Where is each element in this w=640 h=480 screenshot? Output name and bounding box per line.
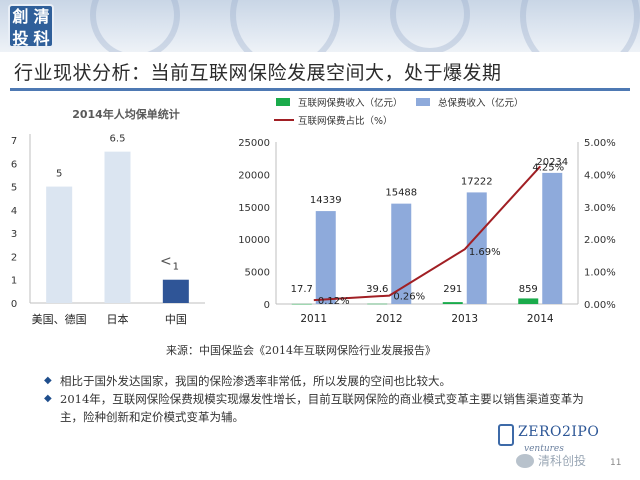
legend-label: 互联网保费收入（亿元） [298, 97, 403, 109]
series-line [313, 165, 542, 302]
logo-char: 投 [12, 29, 29, 48]
data-label: 39.6 [366, 284, 388, 295]
data-label: 15488 [385, 188, 417, 199]
y2-tick-label: 4.00% [584, 170, 616, 181]
x-tick-label: 2014 [527, 313, 554, 325]
bar [315, 211, 336, 304]
y2-tick-label: 2.00% [584, 235, 616, 246]
data-label: 4.25% [532, 162, 564, 173]
data-label: 17222 [461, 176, 493, 187]
y-tick-label: 6 [11, 159, 17, 170]
right-chart: 互联网保费收入（亿元） 总保费收入（亿元） 互联网保费占比（%） 0 5000 10000… [238, 97, 616, 325]
logo-char: 清 [33, 7, 50, 26]
y-tick-label: 0 [11, 299, 17, 310]
bullet-list: 相比于国外发达国家，我国的保险渗透率非常低，所以发展的空间也比较大。 2014年… [44, 372, 604, 426]
logo-seal: 創 清 投 科 [8, 4, 54, 48]
legend-swatch [416, 98, 430, 106]
y-tick-label: 7 [11, 136, 17, 147]
page-title: 行业现状分析：当前互联网保险发展空间大，处于爆发期 [14, 62, 502, 84]
legend-label: 总保费收入（亿元） [438, 97, 524, 109]
x-tick-label: 2013 [451, 313, 478, 325]
y-tick-label: 4 [11, 206, 17, 217]
bullet-item: 相比于国外发达国家，我国的保险渗透率非常低，所以发展的空间也比较大。 [44, 372, 604, 390]
x-tick-label: 美国、德国 [32, 312, 87, 326]
chart-title: 2014年人均保单统计 [72, 107, 180, 121]
data-label: 14339 [310, 195, 342, 206]
data-label: 859 [519, 284, 538, 295]
logo-char: 科 [33, 29, 50, 48]
bullet-item: 2014年，互联网保险保费规模实现爆发性增长，目前互联网保险的商业模式变革主要以… [44, 390, 604, 426]
title-divider [10, 88, 630, 91]
y2-tick-label: 0.00% [584, 300, 616, 311]
y-tick-label: 15000 [238, 203, 270, 214]
bar [291, 303, 312, 305]
bar [367, 303, 388, 305]
y-tick-label: 2 [11, 252, 17, 263]
y-tick-label: 10000 [238, 235, 270, 246]
data-label: 1 [173, 262, 179, 273]
brand-logo: ZERO2IPO ventures 清科创投 [498, 418, 630, 474]
wechat-icon [516, 454, 534, 468]
y-tick-label: 0 [264, 300, 270, 311]
y-tick-label: 1 [11, 276, 17, 287]
wechat-account: 清科创投 [538, 454, 587, 468]
x-tick-label: 中国 [165, 313, 187, 326]
data-label: 6.5 [110, 134, 126, 145]
x-tick-label: 2011 [300, 313, 327, 325]
y-tick-label: 20000 [238, 170, 270, 181]
data-label: 5 [56, 169, 62, 180]
legend-label: 互联网保费占比（%） [298, 115, 393, 127]
data-label: 1.69% [469, 247, 501, 258]
y-tick-label: 3 [11, 229, 17, 240]
bar [162, 279, 189, 303]
legend-swatch [276, 98, 290, 106]
bar [542, 172, 563, 304]
y-tick-label: 5000 [245, 268, 270, 279]
bar [104, 151, 131, 303]
data-label: 0.12% [318, 296, 350, 307]
bar [518, 298, 539, 304]
bar [442, 302, 463, 304]
y-tick-label: 5 [11, 183, 17, 194]
brand-subtitle: ventures [524, 444, 564, 454]
bar [391, 203, 412, 304]
data-label: 20234 [536, 157, 568, 168]
x-tick-label: 日本 [107, 312, 129, 326]
source-note: 来源：中国保监会《2014年互联网保险行业发展报告》 [166, 344, 436, 357]
y2-tick-label: 1.00% [584, 268, 616, 279]
y-tick-label: 25000 [238, 138, 270, 149]
brand-mark-icon [498, 424, 514, 446]
left-chart: 2014年人均保单统计 0 1 2 3 4 5 6 7 5 美国、德国 6.5 日本 1 中国 < [11, 107, 205, 326]
page-number: 11 [610, 458, 622, 468]
y2-tick-label: 3.00% [584, 203, 616, 214]
header-band: 創 清 投 科 [0, 0, 640, 52]
data-label: 291 [443, 284, 462, 295]
bar [46, 186, 73, 303]
y2-tick-label: 5.00% [584, 138, 616, 149]
brand-name: ZERO2IPO [518, 424, 600, 440]
data-label: 17.7 [291, 284, 313, 295]
bar [466, 192, 487, 304]
x-tick-label: 2012 [376, 313, 403, 325]
data-label: 0.26% [393, 292, 425, 303]
logo-char: 創 [12, 7, 29, 26]
annotation-marker: < [160, 254, 172, 270]
